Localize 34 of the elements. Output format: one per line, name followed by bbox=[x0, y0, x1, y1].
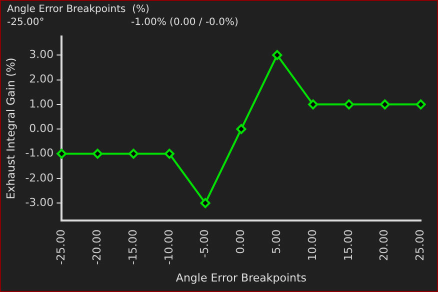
point bbox=[308, 99, 318, 110]
x-tick-label: 5.00 bbox=[270, 229, 284, 254]
x-tick-label: 10.00 bbox=[306, 229, 319, 261]
point bbox=[200, 198, 210, 208]
x-tick-label: -10.00 bbox=[162, 229, 176, 265]
text: -25.00° bbox=[7, 17, 44, 28]
text: Angle Error Breakpoints (%) bbox=[7, 4, 150, 15]
point bbox=[164, 148, 174, 159]
y-axis-title: Exhaust Integral Gain (%) bbox=[4, 58, 18, 200]
x-tick-label: 25.00 bbox=[414, 229, 427, 261]
point bbox=[236, 124, 246, 134]
x-tick-label: -20.00 bbox=[90, 229, 104, 265]
point bbox=[416, 99, 426, 110]
point bbox=[272, 50, 282, 60]
y-tick-label: 2.00 bbox=[29, 72, 54, 86]
x-tick-label: -25.00 bbox=[54, 229, 68, 265]
y-tick-label: 3.00 bbox=[29, 48, 54, 61]
point bbox=[92, 148, 103, 159]
x-tick-label: 15.00 bbox=[342, 229, 355, 261]
x-tick-label: -5.00 bbox=[198, 229, 212, 258]
x-axis-title: Angle Error Breakpoints bbox=[176, 271, 307, 284]
text: -1.00% (0.00 / -0.0%) bbox=[131, 17, 238, 28]
y-tick-label: 0.00 bbox=[29, 122, 54, 135]
point bbox=[128, 148, 138, 159]
point bbox=[56, 148, 67, 159]
point bbox=[380, 99, 390, 110]
y-tick-label: -1.00 bbox=[25, 146, 54, 160]
y-tick-label: 1.00 bbox=[29, 97, 54, 110]
x-tick-label: 0.00 bbox=[234, 229, 248, 254]
x-tick-label: -15.00 bbox=[126, 229, 140, 265]
x-tick-label: 20.00 bbox=[378, 229, 391, 261]
point bbox=[344, 99, 354, 110]
y-tick-label: -3.00 bbox=[25, 196, 54, 209]
y-tick-label: -2.00 bbox=[25, 171, 54, 184]
